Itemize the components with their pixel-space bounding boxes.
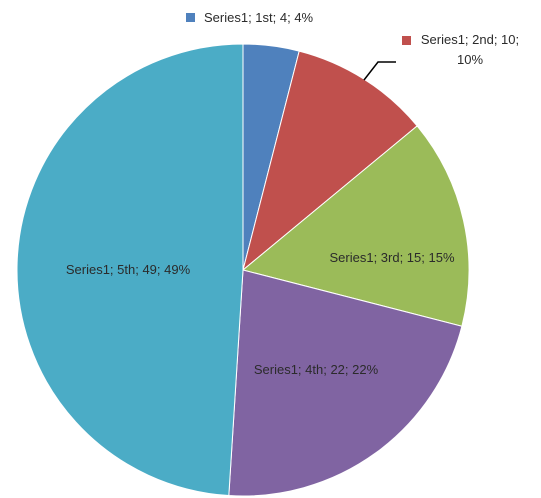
legend-key [402,36,411,45]
pie-slice [16,43,244,497]
data-label: Series1; 2nd; 10; 10% [420,32,520,67]
pie-slice [241,125,470,327]
data-label: Series1; 5th; 49; 49% [65,262,191,277]
leader-line [363,61,396,81]
data-label: Series1; 4th; 22; 22% [253,362,379,377]
data-label: Series1; 3rd; 15; 15% [329,250,455,265]
legend-key [186,13,195,22]
data-label: Series1; 1st; 4; 4% [204,10,314,25]
pie-slice [228,269,463,497]
